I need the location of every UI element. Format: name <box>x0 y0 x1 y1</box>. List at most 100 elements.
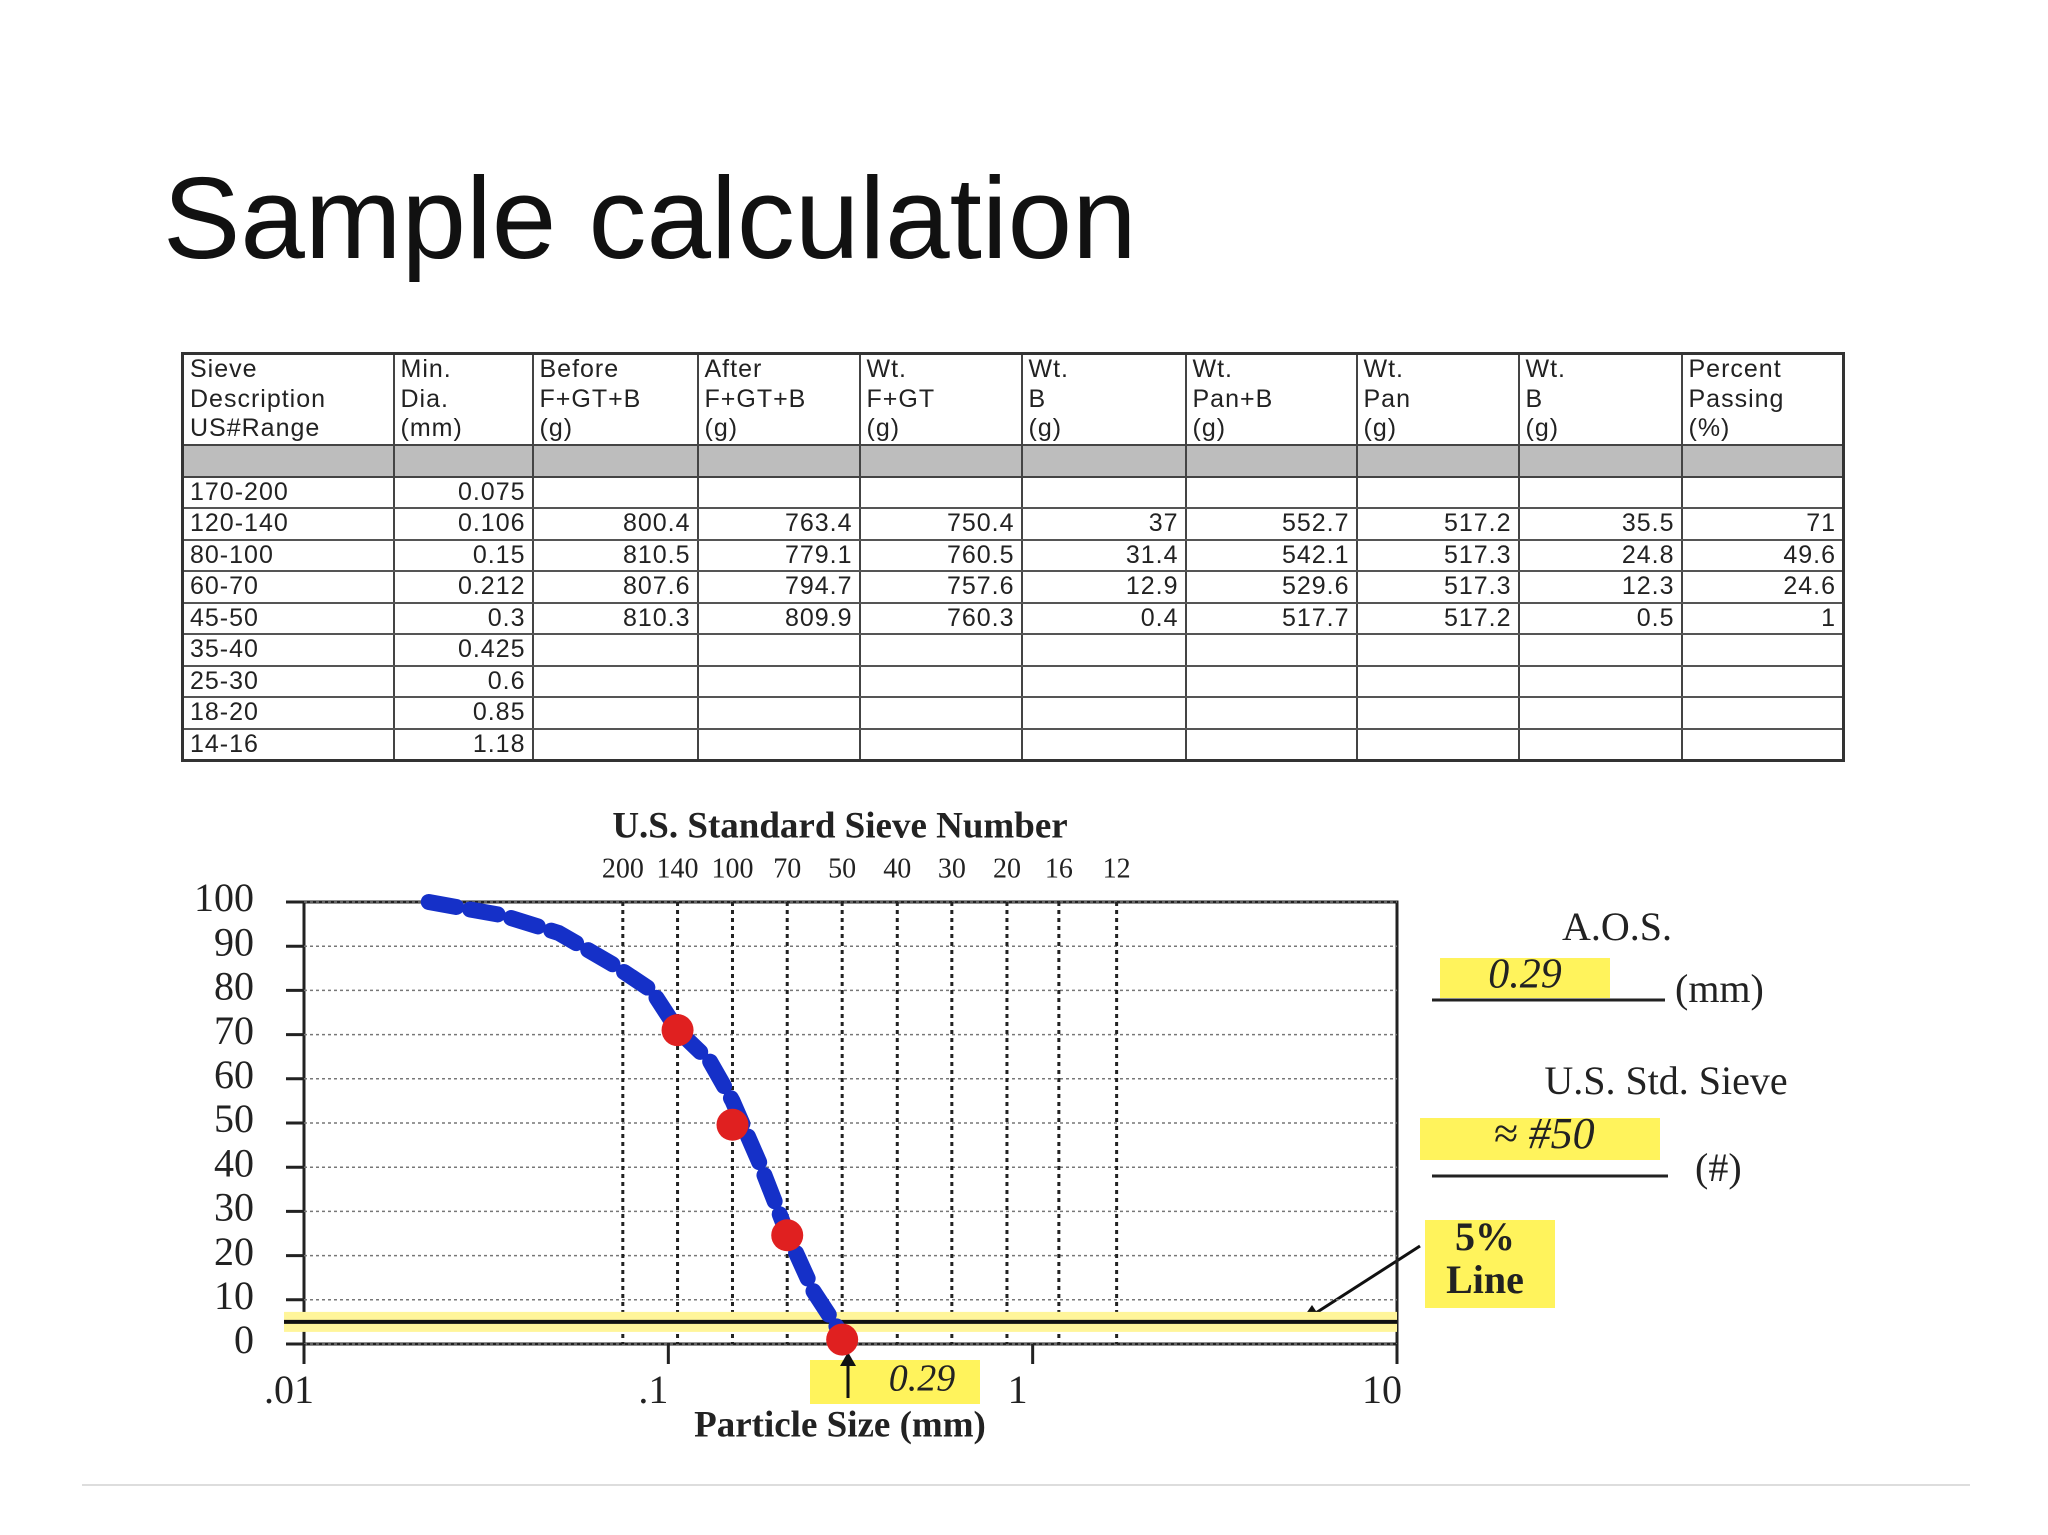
cell: 24.6 <box>1680 571 1845 604</box>
header-cell: US#Range <box>181 414 395 446</box>
header-cell: Pan+B <box>1184 384 1358 414</box>
header-cell: F+GT <box>858 384 1023 414</box>
cell: 25-30 <box>181 665 395 698</box>
cell <box>696 697 861 730</box>
sieve-unit: (#) <box>1695 1145 1742 1190</box>
header-cell: Wt. <box>858 353 1023 385</box>
cell <box>531 697 699 730</box>
highlight <box>1420 1118 1660 1160</box>
top-tick-label: 140 <box>657 853 699 884</box>
spacer-cell <box>1184 444 1358 478</box>
cell: 80-100 <box>181 539 395 572</box>
data-row: 14-16 1.18 <box>181 728 1845 762</box>
cell: 1.18 <box>392 728 534 762</box>
aos-unit: (mm) <box>1675 966 1764 1011</box>
chart-title: U.S. Standard Sieve Number <box>612 805 1067 846</box>
cell <box>858 697 1023 730</box>
header-cell: (g) <box>531 414 699 446</box>
cell: 0.212 <box>392 571 534 604</box>
cell <box>1355 634 1520 667</box>
cell: 552.7 <box>1184 508 1358 541</box>
data-point <box>771 1219 804 1252</box>
top-tick-label: 200 <box>602 853 644 884</box>
cell: 35-40 <box>181 634 395 667</box>
cell: 0.6 <box>392 665 534 698</box>
cell: 0.425 <box>392 634 534 667</box>
cell: 60-70 <box>181 571 395 604</box>
top-tick-label: 30 <box>938 853 966 884</box>
y-tick-label: 0 <box>234 1317 254 1362</box>
cell: 49.6 <box>1680 539 1845 572</box>
data-row: 45-50 0.3 810.3 809.9 760.3 0.4 517.7 517.2 0.5 1 <box>181 602 1845 635</box>
cell: 0.106 <box>392 508 534 541</box>
cell: 542.1 <box>1184 539 1358 572</box>
x-tick-label: .01 <box>264 1367 314 1412</box>
cell <box>1184 697 1358 730</box>
cell: 0.3 <box>392 602 534 635</box>
spacer-cell <box>1517 444 1683 478</box>
cell: 810.5 <box>531 539 699 572</box>
cell <box>1355 728 1520 762</box>
header-cell: (g) <box>858 414 1023 446</box>
cell <box>1517 697 1683 730</box>
cell: 779.1 <box>696 539 861 572</box>
slide-title: Sample calculation <box>163 153 1137 283</box>
cell <box>531 634 699 667</box>
cell: 0.15 <box>392 539 534 572</box>
x-tick-label: 1 <box>1008 1367 1028 1412</box>
header-cell: Description <box>181 384 395 414</box>
header-row: US#Range (mm) (g) (g) (g) (g) (g) (g) (g) (%) <box>181 414 1845 446</box>
header-cell: Dia. <box>392 384 534 414</box>
cell: 12.9 <box>1020 571 1187 604</box>
line-label: 5% <box>1455 1214 1515 1259</box>
cell: 1 <box>1680 602 1845 635</box>
cell <box>1020 697 1187 730</box>
cell <box>1020 728 1187 762</box>
cell <box>1184 476 1358 509</box>
cell <box>696 728 861 762</box>
spacer-cell <box>1355 444 1520 478</box>
data-row: 170-200 0.075 <box>181 476 1845 509</box>
cell: 12.3 <box>1517 571 1683 604</box>
header-cell: F+GT+B <box>696 384 861 414</box>
top-tick-label: 100 <box>711 853 753 884</box>
cell <box>1355 697 1520 730</box>
header-row: Sieve Min. Before After Wt. Wt. Wt. Wt. Wt. Perce… <box>181 353 1845 385</box>
cell <box>1355 665 1520 698</box>
cell: 794.7 <box>696 571 861 604</box>
cell <box>1680 634 1845 667</box>
cell: 120-140 <box>181 508 395 541</box>
x-axis-label: Particle Size (mm) <box>694 1404 986 1445</box>
sieve-table: Sieve Min. Before After Wt. Wt. Wt. Wt. Wt. Perce… <box>181 352 1845 762</box>
cell <box>858 476 1023 509</box>
header-cell: Wt. <box>1517 353 1683 385</box>
y-tick-label: 100 <box>194 875 254 920</box>
cell <box>1517 728 1683 762</box>
highlight <box>1425 1220 1555 1308</box>
arrow-head <box>840 1352 856 1366</box>
cell <box>1517 665 1683 698</box>
cell <box>1680 697 1845 730</box>
aos-value: 0.29 <box>1488 952 1562 998</box>
arrow <box>1307 1244 1421 1320</box>
x-tick-label: 10 <box>1362 1367 1402 1412</box>
cell <box>531 728 699 762</box>
cell: 517.3 <box>1355 539 1520 572</box>
header-cell: Sieve <box>181 353 395 385</box>
data-row: 35-40 0.425 <box>181 634 1845 667</box>
cell <box>1020 634 1187 667</box>
cell: 0.5 <box>1517 602 1683 635</box>
top-tick-label: 70 <box>773 853 801 884</box>
highlight <box>1440 958 1610 998</box>
cell <box>1020 476 1187 509</box>
spacer-cell <box>392 444 534 478</box>
top-tick-label: 16 <box>1045 853 1073 884</box>
header-cell: Passing <box>1680 384 1845 414</box>
cell: 0.075 <box>392 476 534 509</box>
top-tick-label: 12 <box>1103 853 1131 884</box>
cell: 45-50 <box>181 602 395 635</box>
y-tick-label: 20 <box>214 1229 254 1274</box>
header-cell: (g) <box>696 414 861 446</box>
aos-label: A.O.S. <box>1562 904 1672 949</box>
